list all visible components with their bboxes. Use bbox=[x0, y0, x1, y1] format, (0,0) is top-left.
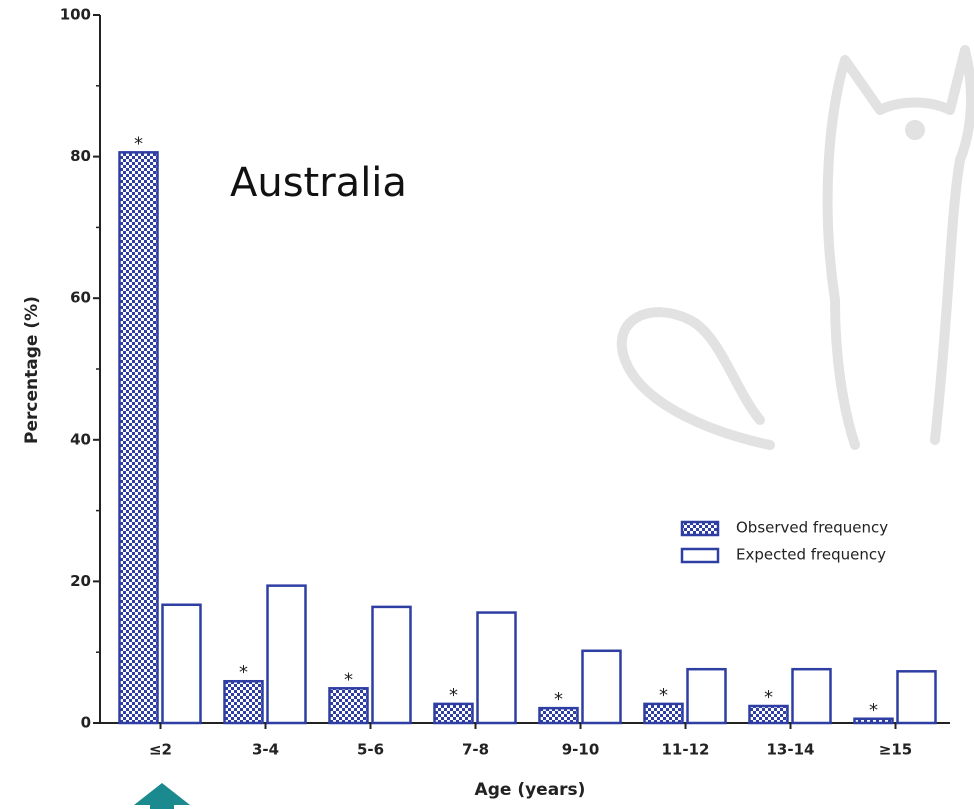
x-tick-label: ≤2 bbox=[149, 741, 172, 759]
bar bbox=[750, 706, 788, 723]
legend-swatch bbox=[682, 549, 718, 562]
annotation: Australia bbox=[230, 160, 407, 206]
y-tick-label: 80 bbox=[70, 147, 91, 165]
y-tick-label: 40 bbox=[70, 430, 91, 448]
x-axis-label: Age (years) bbox=[475, 780, 586, 800]
cat-watermark bbox=[622, 50, 971, 445]
bar bbox=[435, 704, 473, 723]
bar bbox=[540, 708, 578, 723]
x-tick-label: ≥15 bbox=[879, 741, 912, 759]
legend-label: Expected frequency bbox=[736, 546, 886, 564]
arrow bbox=[134, 783, 190, 809]
x-tick-label: 5-6 bbox=[357, 741, 384, 759]
chart: Australia Age (years) Percentage (%) 0 20… bbox=[0, 0, 974, 809]
significance-mark: * bbox=[869, 700, 878, 721]
legend-swatch bbox=[682, 522, 718, 535]
x-tick-label: 9-10 bbox=[562, 741, 600, 759]
y-tick-label: 100 bbox=[60, 6, 91, 24]
y-tick-label: 60 bbox=[70, 289, 91, 307]
significance-mark: * bbox=[134, 133, 143, 154]
bar bbox=[330, 688, 368, 723]
bar bbox=[120, 152, 158, 723]
bar bbox=[793, 669, 831, 723]
significance-mark: * bbox=[554, 689, 563, 710]
bar bbox=[583, 651, 621, 723]
legend-label: Observed frequency bbox=[736, 519, 888, 537]
y-tick-label: 20 bbox=[70, 572, 91, 590]
significance-mark: * bbox=[659, 685, 668, 706]
significance-mark: * bbox=[344, 669, 353, 690]
bar bbox=[645, 704, 683, 723]
bar bbox=[163, 605, 201, 723]
significance-mark: * bbox=[449, 685, 458, 706]
bar bbox=[898, 671, 936, 723]
x-tick-label: 3-4 bbox=[252, 741, 279, 759]
bar bbox=[268, 586, 306, 723]
bar bbox=[373, 607, 411, 723]
x-tick-label: 11-12 bbox=[662, 741, 710, 759]
bar bbox=[478, 613, 516, 723]
y-tick-label: 0 bbox=[81, 714, 91, 732]
y-axis-label: Percentage (%) bbox=[22, 296, 42, 444]
significance-mark: * bbox=[764, 687, 773, 708]
significance-mark: * bbox=[239, 662, 248, 683]
bar bbox=[688, 669, 726, 723]
x-tick-label: 13-14 bbox=[767, 741, 815, 759]
bar bbox=[225, 681, 263, 723]
x-tick-label: 7-8 bbox=[462, 741, 489, 759]
